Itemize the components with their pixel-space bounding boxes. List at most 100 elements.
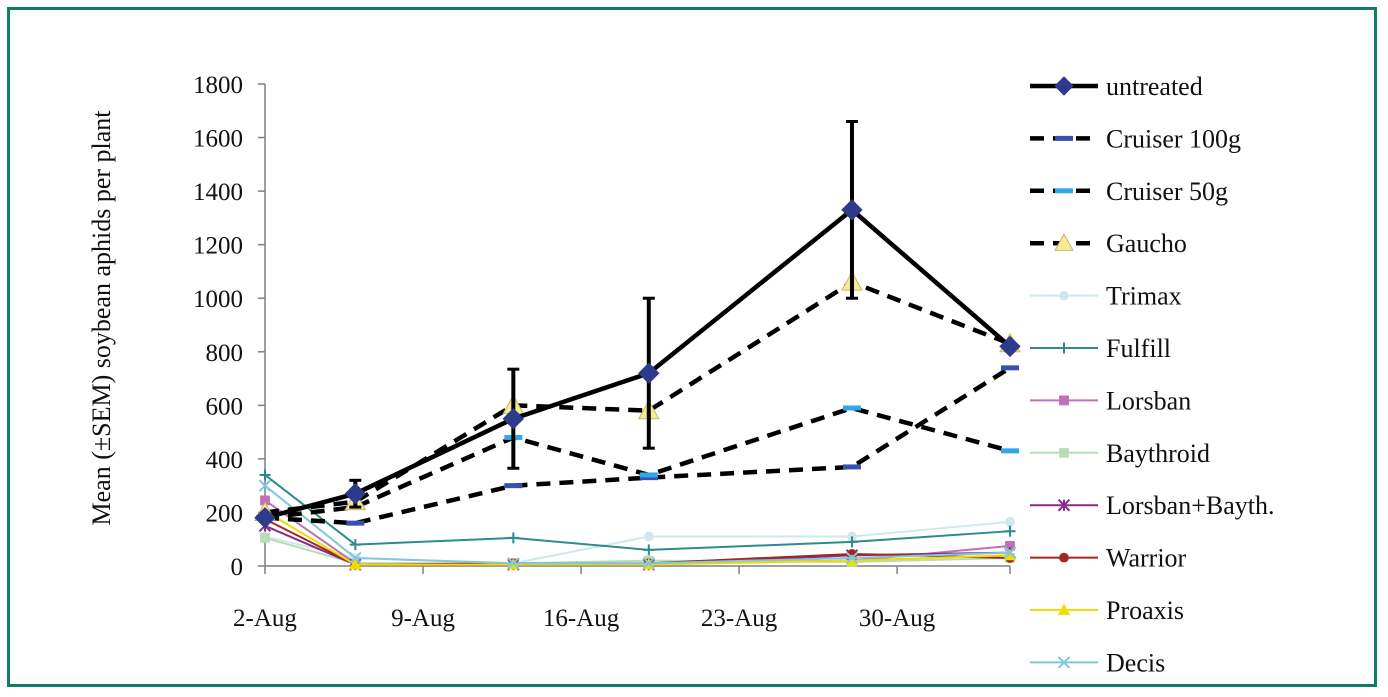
series-gaucho xyxy=(254,271,1021,521)
series-layer xyxy=(254,119,1021,571)
series-line xyxy=(264,484,1011,565)
data-point xyxy=(841,199,863,221)
legend-item: Cruiser 100g xyxy=(1030,124,1241,153)
data-point xyxy=(507,557,520,570)
y-tick-label: 1800 xyxy=(193,72,243,99)
series-cruiser-100g xyxy=(256,365,1019,526)
data-point xyxy=(349,539,361,551)
series-line xyxy=(264,510,1011,566)
data-point xyxy=(1001,365,1019,371)
legend-item: Lorsban+Bayth. xyxy=(1030,491,1274,520)
data-point xyxy=(842,405,861,411)
series-line xyxy=(264,474,1011,551)
chart-frame xyxy=(7,7,1377,687)
data-point xyxy=(1055,135,1073,141)
data-point xyxy=(1003,546,1017,559)
x-tick-label: 9-Aug xyxy=(391,605,455,632)
data-point xyxy=(1004,525,1016,537)
data-point xyxy=(507,532,519,544)
legend-label: Baythroid xyxy=(1106,439,1210,468)
legend-label: Cruiser 50g xyxy=(1106,177,1228,206)
data-point xyxy=(846,536,858,548)
data-point xyxy=(845,551,859,565)
y-tick-label: 1400 xyxy=(193,179,243,206)
legend-item: Lorsban xyxy=(1030,386,1191,415)
data-point xyxy=(259,469,271,481)
legend-label: Fulfill xyxy=(1106,334,1171,363)
x-tick-label: 23-Aug xyxy=(701,605,778,632)
data-point xyxy=(1057,498,1071,512)
series-line xyxy=(264,405,1011,521)
data-point xyxy=(1058,342,1070,354)
series-line xyxy=(264,206,1012,520)
data-point xyxy=(643,544,655,556)
data-point xyxy=(1057,603,1071,615)
y-axis-title: Mean (±SEM) soybean aphids per plant xyxy=(87,110,116,526)
data-point xyxy=(344,482,367,505)
series-line xyxy=(264,365,1012,526)
y-tick-label: 200 xyxy=(206,500,244,527)
data-point xyxy=(642,557,655,570)
series-decis xyxy=(258,479,1017,570)
y-tick-label: 800 xyxy=(206,340,244,367)
data-point xyxy=(999,335,1021,358)
data-point xyxy=(1057,656,1071,669)
legend-label: Cruiser 100g xyxy=(1106,124,1241,153)
y-tick-label: 0 xyxy=(231,554,244,581)
legend-item: Baythroid xyxy=(1030,439,1210,468)
y-tick-label: 600 xyxy=(206,393,244,420)
data-point xyxy=(1059,395,1069,406)
legend-item: Proaxis xyxy=(1030,596,1184,625)
series-fulfill xyxy=(259,469,1016,556)
data-point xyxy=(502,408,525,430)
legend-label: Proaxis xyxy=(1106,596,1184,625)
legend-item: Fulfill xyxy=(1030,334,1171,363)
data-point xyxy=(639,472,658,478)
data-point xyxy=(842,464,861,470)
data-point xyxy=(260,532,270,543)
x-tick-label: 30-Aug xyxy=(859,605,936,632)
legend-item: Gaucho xyxy=(1030,229,1187,258)
legend-label: Gaucho xyxy=(1106,229,1187,258)
data-point xyxy=(504,483,523,489)
series-untreated xyxy=(254,119,1021,529)
y-tick-label: 1200 xyxy=(193,233,243,260)
data-point xyxy=(1005,516,1015,527)
legend-label: Lorsban+Bayth. xyxy=(1106,491,1274,520)
legend-item: Decis xyxy=(1030,648,1165,677)
data-point xyxy=(349,551,362,565)
x-tick-label: 16-Aug xyxy=(543,605,620,632)
legend-label: Warrior xyxy=(1106,544,1187,573)
legend-label: untreated xyxy=(1106,72,1203,101)
legend-item: Trimax xyxy=(1030,282,1182,311)
legend-label: Trimax xyxy=(1106,282,1182,311)
data-point xyxy=(1054,233,1074,251)
data-point xyxy=(639,475,658,481)
data-point xyxy=(258,479,272,492)
legend-item: Warrior xyxy=(1030,544,1187,573)
y-tick-label: 400 xyxy=(206,447,244,474)
data-point xyxy=(1059,290,1069,301)
series-cruiser-50g xyxy=(256,405,1019,521)
y-tick-label: 1000 xyxy=(193,286,243,313)
data-point xyxy=(348,558,362,570)
data-point xyxy=(1059,447,1069,458)
data-point xyxy=(1001,448,1019,454)
data-point xyxy=(1054,76,1074,96)
data-point xyxy=(1055,188,1073,194)
y-tick-label: 1600 xyxy=(193,126,243,153)
legend-item: untreated xyxy=(1030,72,1203,101)
x-tick-label: 2-Aug xyxy=(233,605,297,632)
series-line xyxy=(264,520,1011,565)
data-point xyxy=(638,362,660,384)
legend: untreated Cruiser 100g Cruiser 50g Gaucho Tr… xyxy=(1030,72,1274,677)
data-point xyxy=(346,520,365,526)
data-point xyxy=(254,507,276,529)
legend-label: Decis xyxy=(1106,648,1165,677)
data-point xyxy=(1059,552,1069,563)
data-point xyxy=(643,531,654,542)
legend-item: Cruiser 50g xyxy=(1030,177,1228,206)
series-line xyxy=(264,279,1011,515)
legend-label: Lorsban xyxy=(1106,386,1191,415)
